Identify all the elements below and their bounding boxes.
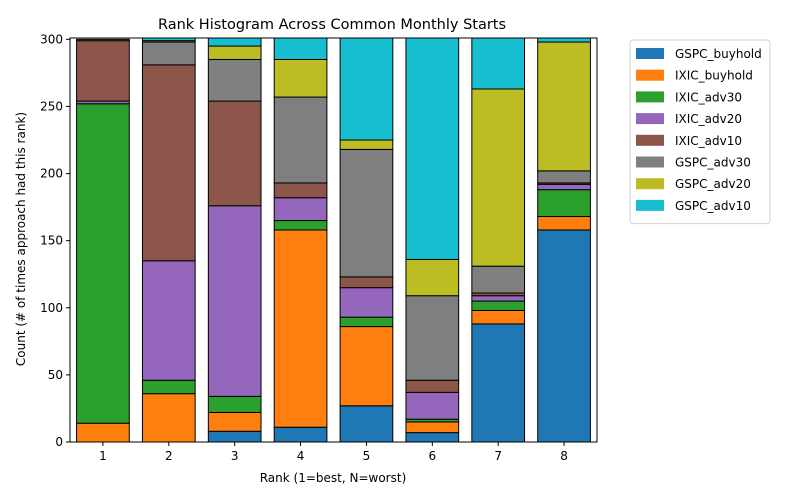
bar-segment-IXIC_buyhold-rank-6 [405,421,460,434]
x-tick-label: 3 [231,449,239,463]
bar-segment-GSPC_adv30-rank-2 [141,41,196,66]
legend-swatch-GSPC_adv30 [636,156,664,168]
bar-segment-GSPC_adv10-rank-5 [339,37,394,141]
bar-segment-IXIC_buyhold-rank-4 [273,229,328,428]
bar-segment-IXIC_adv20-rank-5 [339,287,394,318]
y-tick-label: 50 [48,368,63,382]
legend-swatch-IXIC_adv10 [636,134,664,146]
axes: 1 2 3 4 5 6 7 8 0 50 100 150 200 250 300 [40,32,598,463]
y-tick-label: 100 [40,301,63,315]
legend-swatch-GSPC_adv20 [636,178,664,190]
bar-segment-GSPC_adv10-rank-7 [471,37,526,90]
bar-segment-GSPC_buyhold-rank-7 [471,323,526,443]
bar-segment-GSPC_adv30-rank-8 [537,170,591,184]
x-axis-label: Rank (1=best, N=worst) [260,471,407,485]
bar-segment-GSPC_adv30-rank-7 [471,265,526,294]
bar-segment-GSPC_adv10-rank-4 [273,37,328,60]
bar-segment-IXIC_buyhold-rank-3 [207,411,262,432]
bar-segment-GSPC_adv20-rank-3 [207,45,262,60]
bar-segment-IXIC_adv30-rank-1 [76,103,130,424]
bar-segment-GSPC_adv20-rank-5 [339,139,394,150]
bar-segment-GSPC_buyhold-rank-8 [537,229,591,443]
y-tick-label: 250 [40,99,63,113]
bar-segment-IXIC_buyhold-rank-2 [141,393,196,443]
bar-segment-IXIC_adv30-rank-8 [537,189,591,218]
bar-segment-IXIC_adv20-rank-7 [471,295,526,302]
bar-segment-GSPC_adv20-rank-6 [405,258,460,297]
bar-segment-IXIC_adv10-rank-6 [405,379,460,393]
bar-segment-GSPC_adv30-rank-1 [76,38,130,42]
legend-swatch-IXIC_adv30 [636,91,664,103]
legend-label-GSPC_buyhold: GSPC_buyhold [675,47,762,61]
bar-segment-IXIC_buyhold-rank-5 [339,326,394,407]
bar-segment-IXIC_adv30-rank-4 [273,220,328,231]
legend-swatch-GSPC_adv10 [636,199,664,211]
legend-label-IXIC_adv10: IXIC_adv10 [675,134,742,148]
x-tick-label: 6 [428,449,436,463]
bar-segment-IXIC_adv20-rank-2 [141,260,196,381]
legend-label-GSPC_adv30: GSPC_adv30 [675,156,751,170]
legend-label-GSPC_adv20: GSPC_adv20 [675,177,751,191]
plot-area [70,37,597,443]
bar-segment-IXIC_adv20-rank-4 [273,197,328,222]
y-tick-label: 150 [40,234,63,248]
bar-segment-GSPC_buyhold-rank-5 [339,405,394,443]
x-tick-label: 7 [494,449,502,463]
x-tick-label: 2 [165,449,173,463]
bar-segment-IXIC_adv10-rank-4 [273,182,328,199]
bar-segment-IXIC_buyhold-rank-8 [537,216,591,231]
bar-segment-GSPC_buyhold-rank-6 [405,432,460,443]
x-tick-label: 8 [560,449,568,463]
bar-segment-IXIC_adv30-rank-3 [207,395,262,413]
bar-segment-GSPC_adv30-rank-4 [273,96,328,184]
bar-segment-GSPC_adv10-rank-3 [207,37,262,47]
legend-label-IXIC_adv30: IXIC_adv30 [675,90,742,104]
bar-segment-IXIC_buyhold-rank-7 [471,309,526,325]
axes-frame [69,37,598,443]
legend-label-IXIC_buyhold: IXIC_buyhold [675,69,753,83]
legend-label-GSPC_adv10: GSPC_adv10 [675,199,751,213]
bar-segment-IXIC_adv10-rank-5 [339,276,394,289]
bar-segment-GSPC_adv10-rank-6 [405,37,460,260]
bar-segment-IXIC_adv30-rank-2 [141,379,196,395]
bar-segment-GSPC_adv30-rank-6 [405,295,460,381]
bar-segment-GSPC_adv20-rank-7 [471,88,526,267]
bar-segment-IXIC_adv20-rank-8 [537,183,591,191]
bar-segment-IXIC_adv20-rank-3 [207,205,262,397]
y-tick-label: 0 [55,435,63,449]
legend: GSPC_buyhold IXIC_buyhold IXIC_adv30 IXIC_a… [629,39,771,225]
bar-segment-GSPC_adv20-rank-8 [537,41,591,172]
bar-segment-IXIC_adv10-rank-2 [141,64,196,262]
bar-segment-GSPC_adv20-rank-4 [273,58,328,98]
x-tick-label: 1 [99,449,107,463]
bar-segment-IXIC_adv30-rank-5 [339,316,394,328]
bar-segment-GSPC_buyhold-rank-4 [273,426,328,443]
y-axis-label: Count (# of times approach had this rank… [14,112,28,366]
bar-segment-IXIC_adv10-rank-3 [207,100,262,207]
legend-swatch-GSPC_buyhold [636,48,664,59]
y-tick-label: 200 [40,167,63,181]
x-tick-label: 4 [297,449,305,463]
bar-segment-IXIC_adv20-rank-6 [405,391,460,420]
x-tick-label: 5 [363,449,371,463]
legend-swatch-IXIC_buyhold [636,69,664,81]
bar-segment-GSPC_adv30-rank-3 [207,58,262,102]
bar-segment-GSPC_adv30-rank-5 [339,148,394,278]
legend-box [629,39,771,225]
bar-segment-IXIC_buyhold-rank-1 [76,422,130,443]
legend-swatch-IXIC_adv20 [636,113,664,125]
bar-segment-GSPC_buyhold-rank-3 [207,430,262,443]
bar-segment-IXIC_adv10-rank-1 [76,40,130,102]
chart-title: Rank Histogram Across Common Monthly Sta… [158,17,506,33]
legend-label-IXIC_adv20: IXIC_adv20 [675,112,742,126]
bar-segment-IXIC_adv30-rank-7 [471,300,526,311]
y-tick-label: 300 [40,32,63,46]
bar-segment-GSPC_adv10-rank-8 [537,37,591,43]
